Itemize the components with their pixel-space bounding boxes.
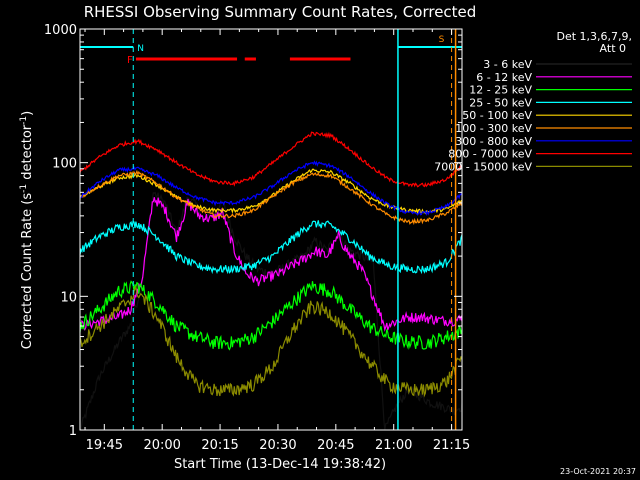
y-axis-label-mid: detector <box>20 124 35 184</box>
x-tick-label: 20:15 <box>201 438 238 453</box>
legend-label: 7000 - 15000 keV <box>434 160 532 173</box>
legend-label: 300 - 800 keV <box>455 135 532 148</box>
y-axis: 1 10 100 1000 <box>44 23 462 439</box>
legend-label: 50 - 100 keV <box>462 109 532 122</box>
x-tick-label: 21:15 <box>433 438 470 453</box>
x-tick-label: 20:00 <box>143 438 180 453</box>
y-tick-label: 1000 <box>44 23 77 38</box>
legend-label: 800 - 7000 keV <box>448 148 532 161</box>
flag-layer: NF S <box>80 29 462 430</box>
x-tick-label: 20:45 <box>317 438 354 453</box>
legend-label: 12 - 25 keV <box>469 84 532 97</box>
y-axis-label-base: Corrected Count Rate (s <box>20 193 35 350</box>
flare-flag-label: F <box>127 55 133 66</box>
y-axis-label-end: ) <box>20 111 35 116</box>
legend-label: 6 - 12 keV <box>476 71 532 84</box>
chart-title: RHESSI Observing Summary Count Rates, Co… <box>84 3 477 21</box>
legend-label: 25 - 50 keV <box>469 96 532 109</box>
x-tick-label: 20:30 <box>259 438 296 453</box>
plot-timestamp: 23-Oct-2021 20:37 <box>560 467 636 476</box>
y-tick-label: 10 <box>60 290 77 305</box>
legend-label: 100 - 300 keV <box>455 122 532 135</box>
x-tick-label: 21:00 <box>375 438 412 453</box>
y-axis-label-exp-2: -1 <box>19 116 29 125</box>
plot-frame <box>79 28 463 431</box>
plot-area: NFS 19:45 20:00 20:15 20:30 20:45 21:00 21:15 … <box>44 23 470 453</box>
y-tick-label: 100 <box>52 157 77 172</box>
y-axis-label-exp-1: -1 <box>19 184 29 193</box>
y-axis-label: Corrected Count Rate (s-1 detector-1) <box>19 111 35 349</box>
x-axis-label: Start Time (13-Dec-14 19:38:42) <box>174 457 386 472</box>
y-tick-label: 1 <box>69 424 77 439</box>
legend-label: 3 - 6 keV <box>483 58 532 71</box>
night-flag-label: N <box>137 44 144 54</box>
legend-title-line-2: Att 0 <box>600 42 626 55</box>
saa-flag-label: S <box>439 35 445 45</box>
x-axis: 19:45 20:00 20:15 20:30 20:45 21:00 21:15 <box>84 29 470 453</box>
legend-title-line-1: Det 1,3,6,7,9, <box>556 30 632 43</box>
x-tick-label: 19:45 <box>86 438 123 453</box>
